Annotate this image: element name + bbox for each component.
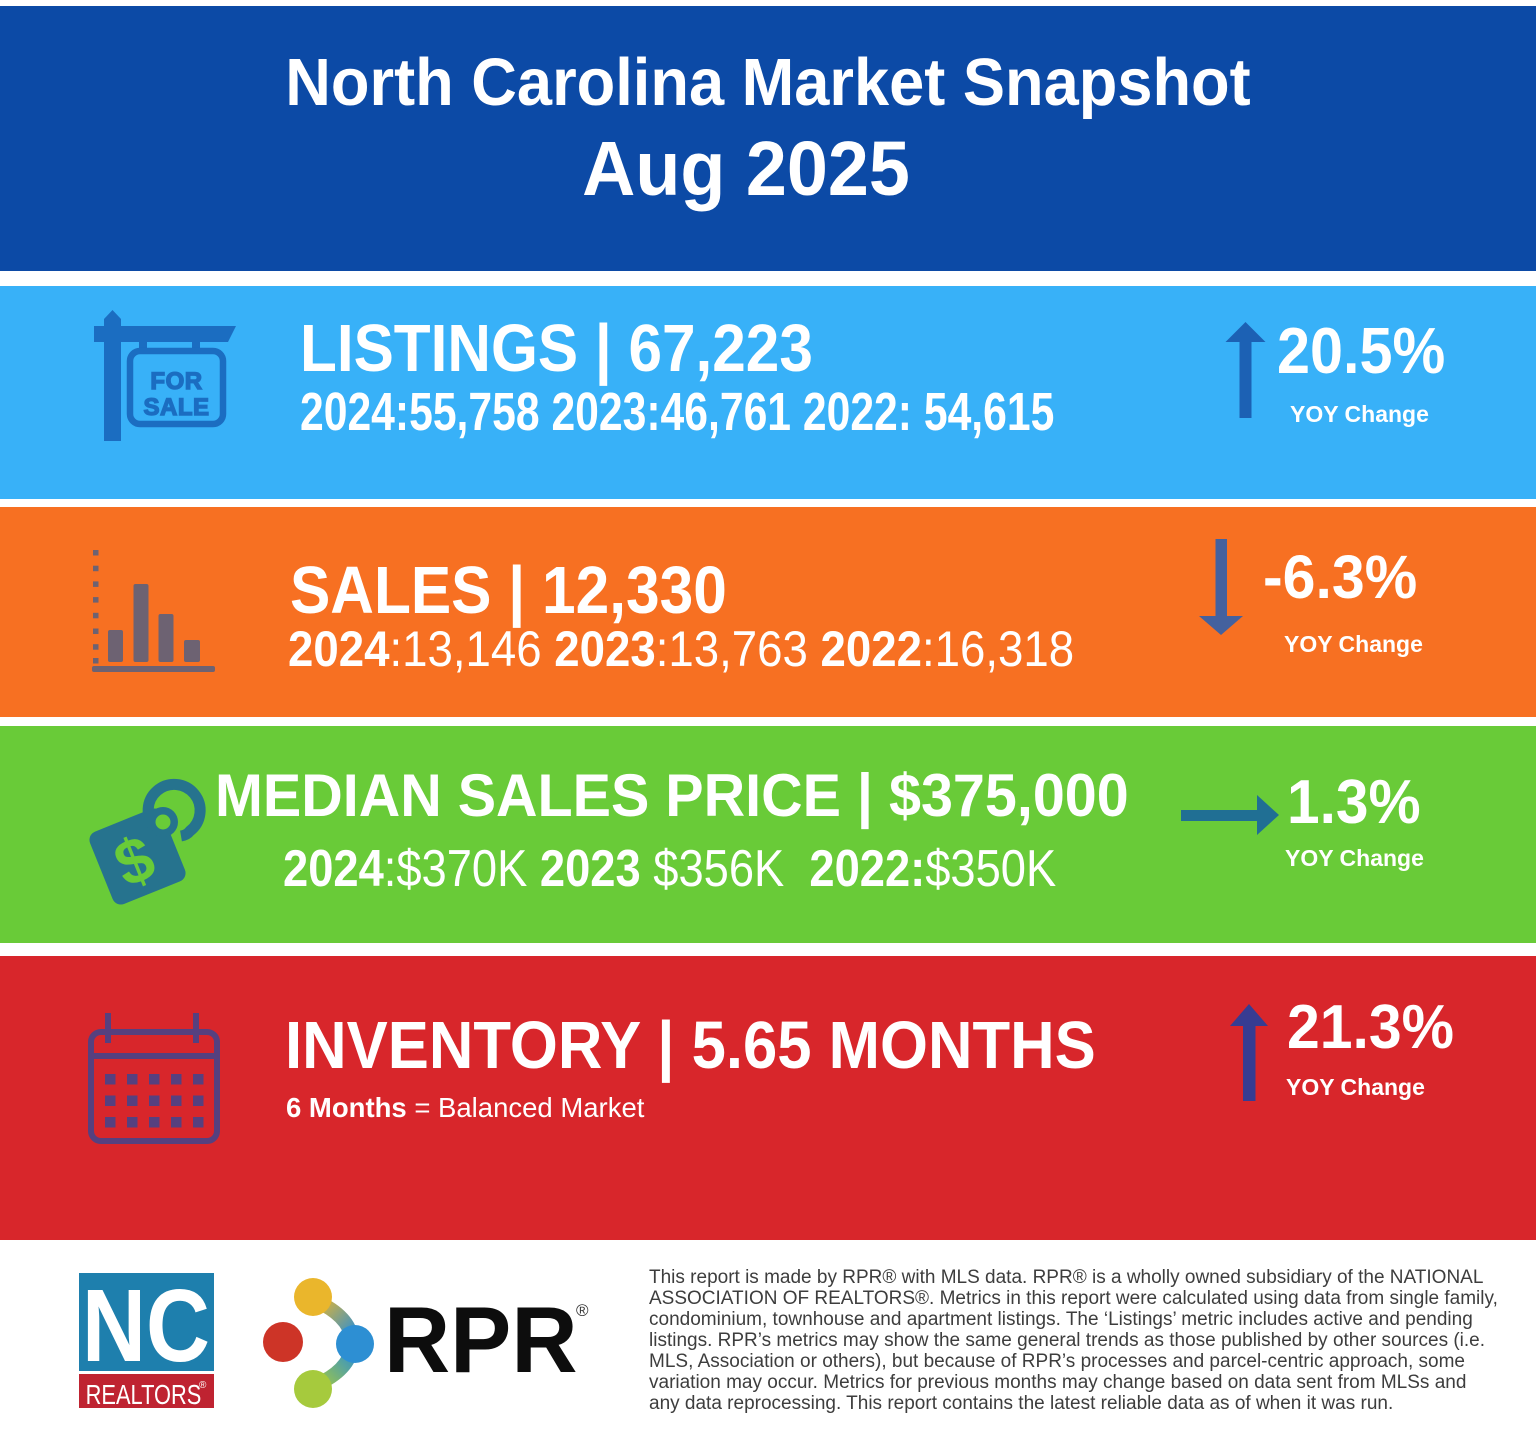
- svg-text:FOR: FOR: [150, 368, 202, 395]
- svg-text:SALE: SALE: [143, 394, 209, 421]
